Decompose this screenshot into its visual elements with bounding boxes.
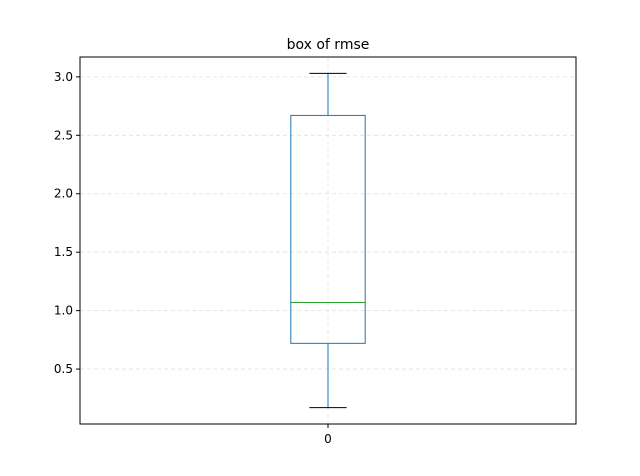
y-axis: 0.5 1.0 1.5 2.0 2.5 3.0 <box>54 70 80 376</box>
chart-title: box of rmse <box>287 37 370 53</box>
x-tick-label: 0 <box>324 432 332 446</box>
box-iqr <box>290 114 366 344</box>
y-tick-label: 2.0 <box>54 187 73 201</box>
y-tick-label: 1.0 <box>54 304 73 318</box>
x-axis: 0 <box>324 424 332 446</box>
y-tick-label: 0.5 <box>54 362 73 376</box>
y-tick-label: 3.0 <box>54 70 73 84</box>
boxes-layer <box>290 72 366 409</box>
y-tick-label: 1.5 <box>54 245 73 259</box>
grid-lines <box>80 57 576 424</box>
y-tick-label: 2.5 <box>54 128 73 142</box>
